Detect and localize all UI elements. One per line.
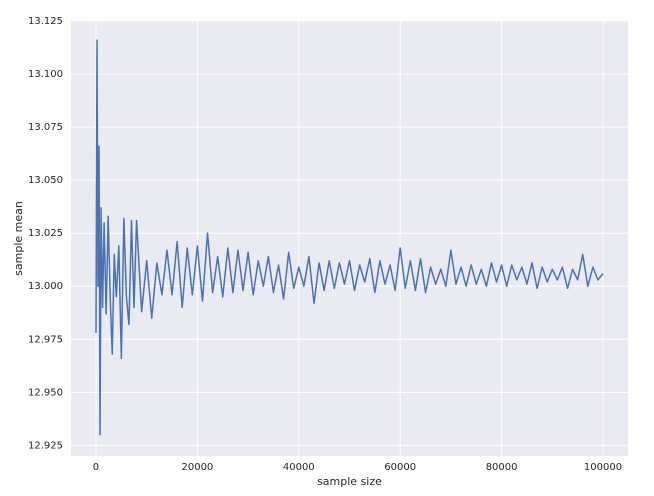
y-tick-label: 13.100 <box>28 69 63 80</box>
grid <box>71 20 628 456</box>
y-axis-label: sample mean <box>12 201 25 276</box>
y-tick-label: 12.975 <box>28 334 63 345</box>
x-tick-label: 40000 <box>283 462 315 473</box>
y-tick-label: 13.000 <box>28 281 63 292</box>
y-tick-label: 13.125 <box>28 16 63 27</box>
y-tick-label: 13.075 <box>28 122 63 133</box>
x-tick-label: 100000 <box>584 462 622 473</box>
x-axis-label: sample size <box>317 475 382 488</box>
plot-area <box>71 21 628 456</box>
x-tick-label: 20000 <box>181 462 213 473</box>
y-tick-label: 13.025 <box>28 228 63 239</box>
y-tick-label: 12.925 <box>28 440 63 451</box>
data-line <box>95 39 604 436</box>
y-tick-label: 13.050 <box>28 175 63 186</box>
x-tick-label: 0 <box>93 462 99 473</box>
x-tick-label: 60000 <box>384 462 416 473</box>
y-tick-label: 12.950 <box>28 387 63 398</box>
x-tick-label: 80000 <box>486 462 518 473</box>
marks <box>95 39 604 436</box>
